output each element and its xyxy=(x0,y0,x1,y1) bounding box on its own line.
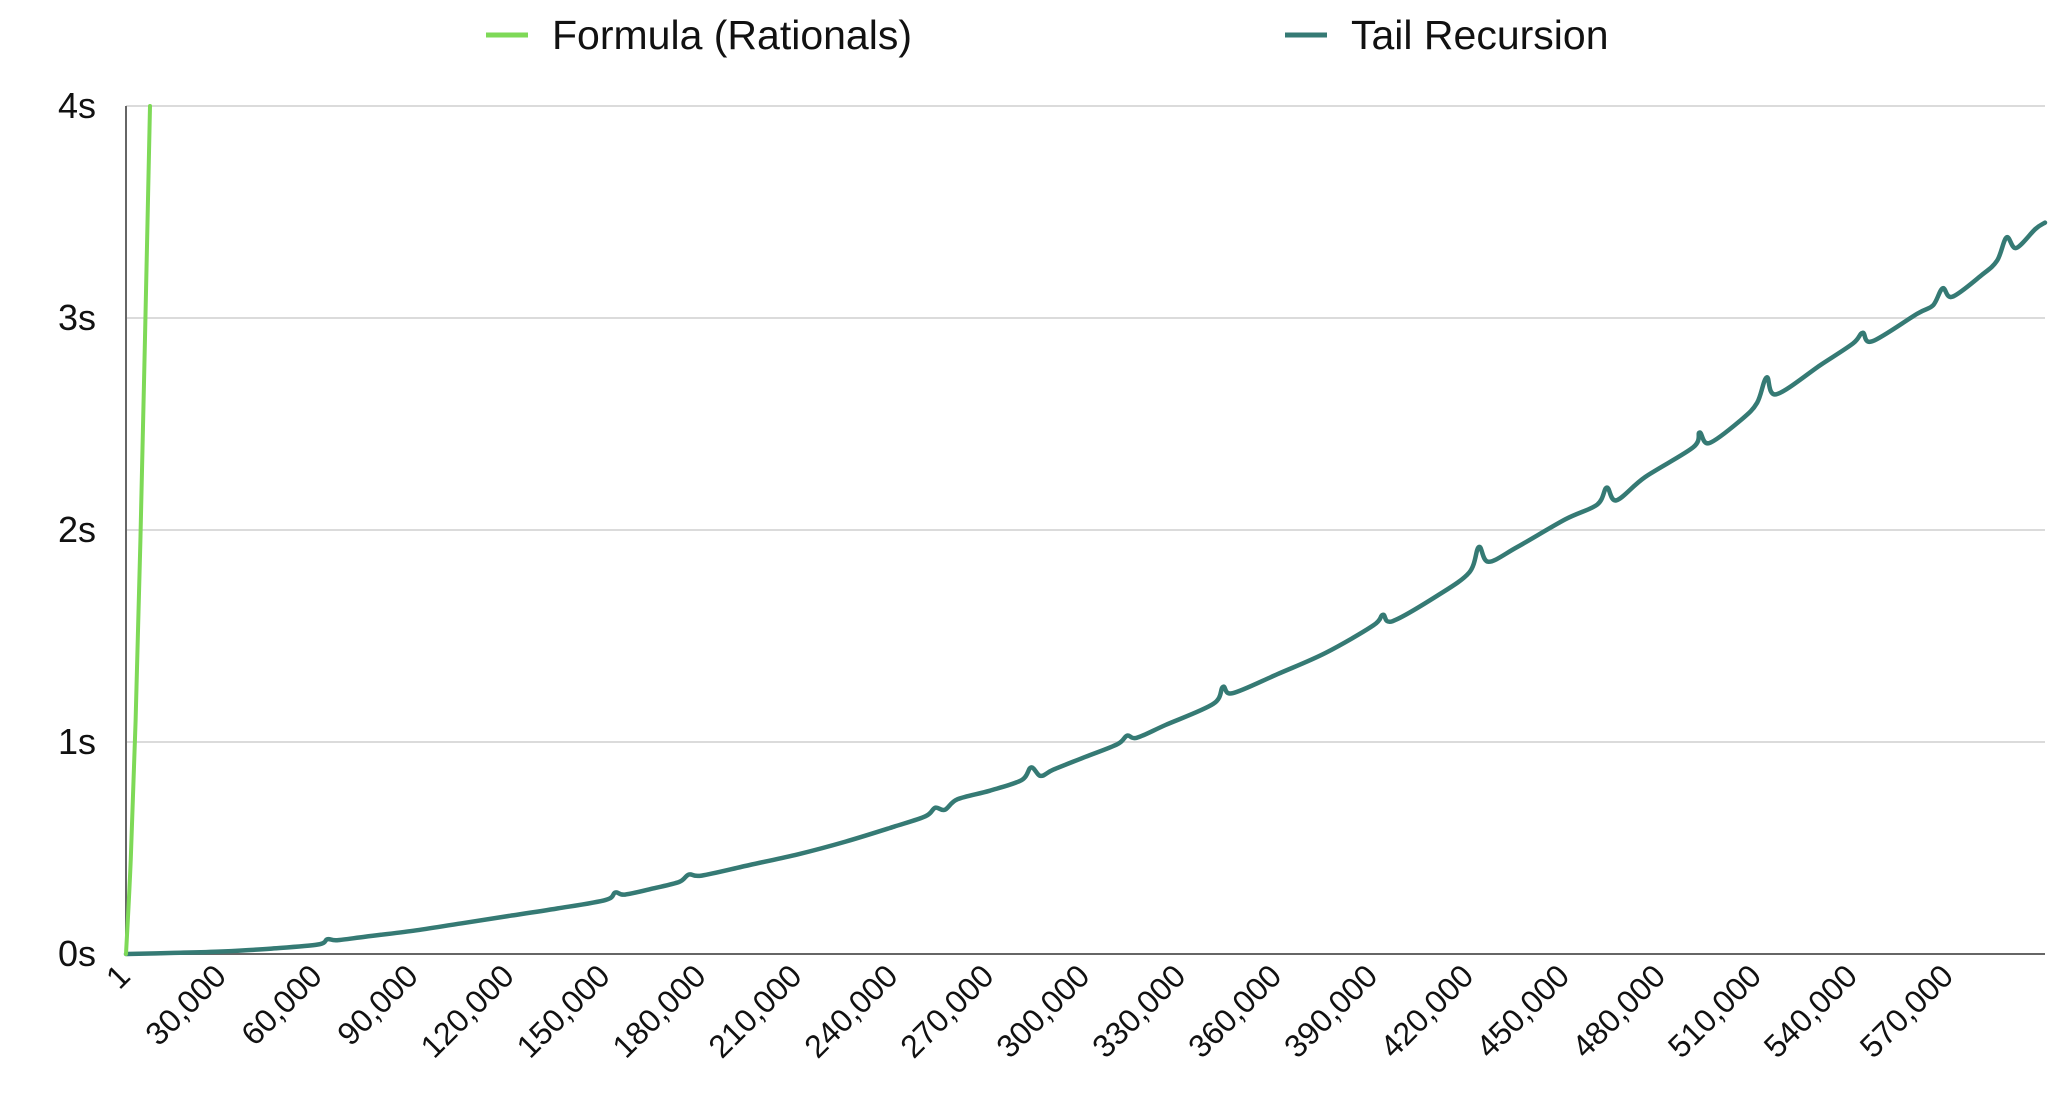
axes xyxy=(125,106,2045,955)
x-tick-label: 210,000 xyxy=(701,957,808,1064)
legend: Formula (Rationals) Tail Recursion xyxy=(486,12,1609,58)
x-tick-label: 330,000 xyxy=(1085,957,1192,1064)
series-lines xyxy=(123,104,2048,957)
x-tick-label: 180,000 xyxy=(605,957,712,1064)
x-axis-tick-labels: 1 30,000 60,000 90,000120,000150,000180,000… xyxy=(99,957,1960,1064)
x-tick-label: 510,000 xyxy=(1661,957,1768,1064)
legend-label-formula-rationals: Formula (Rationals) xyxy=(552,12,912,58)
y-axis-tick-labels: 0s 1s 2s 3s 4s xyxy=(58,85,96,974)
x-tick-label: 420,000 xyxy=(1373,957,1480,1064)
y-tick-label: 0s xyxy=(58,933,96,974)
x-tick-label: 540,000 xyxy=(1757,957,1864,1064)
x-tick-label: 90,000 xyxy=(330,957,425,1052)
x-tick-label: 570,000 xyxy=(1853,957,1960,1064)
grid-lines xyxy=(126,105,2045,743)
y-tick-label: 4s xyxy=(58,85,96,126)
x-tick-label: 120,000 xyxy=(413,957,520,1064)
series-line-formula-rationals xyxy=(124,104,152,956)
x-tick-label: 480,000 xyxy=(1565,957,1672,1064)
series-line-tail-recursion xyxy=(123,220,2048,957)
x-tick-label: 360,000 xyxy=(1181,957,1288,1064)
legend-label-tail-recursion: Tail Recursion xyxy=(1351,12,1609,58)
y-tick-label: 2s xyxy=(58,509,96,550)
x-tick-label: 390,000 xyxy=(1277,957,1384,1064)
y-tick-label: 3s xyxy=(58,297,96,338)
x-tick-label: 450,000 xyxy=(1469,957,1576,1064)
x-tick-label: 240,000 xyxy=(797,957,904,1064)
x-tick-label: 300,000 xyxy=(989,957,1096,1064)
x-tick-label: 1 xyxy=(99,957,137,995)
x-tick-label: 150,000 xyxy=(509,957,616,1064)
x-tick-label: 30,000 xyxy=(138,957,233,1052)
x-tick-label: 60,000 xyxy=(234,957,329,1052)
y-tick-label: 1s xyxy=(58,721,96,762)
x-tick-label: 270,000 xyxy=(893,957,1000,1064)
